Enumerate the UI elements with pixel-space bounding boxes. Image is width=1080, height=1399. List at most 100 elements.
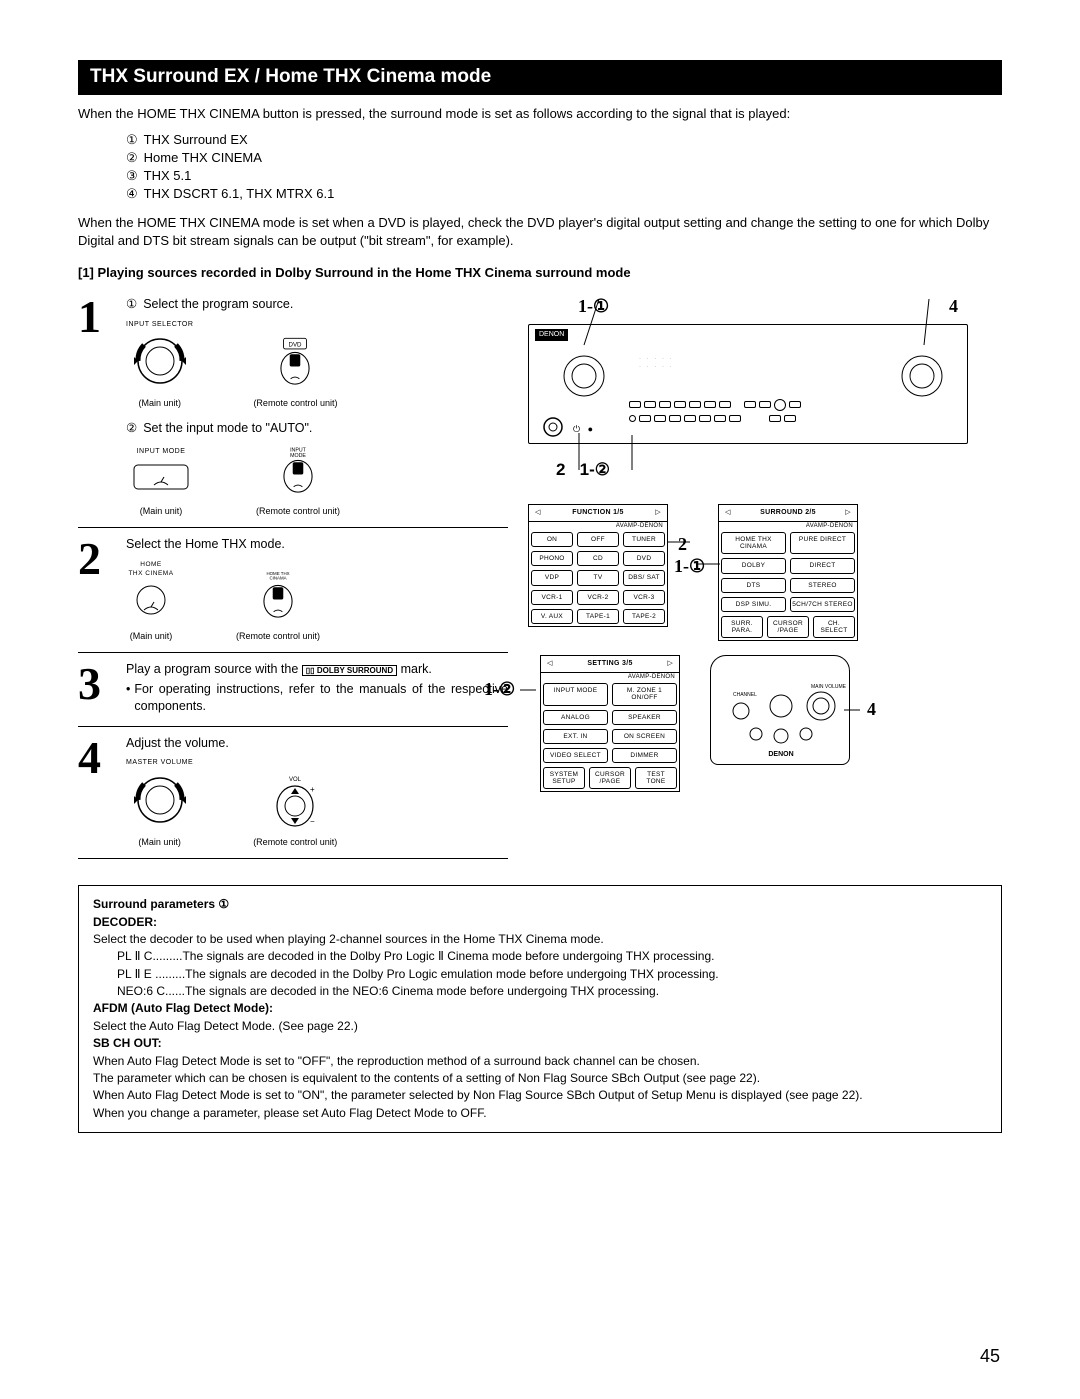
rc-btn: ON SCREEN [612,729,677,744]
step1a-text: Select the program source. [143,296,293,314]
rc-btn: SYSTEM SETUP [543,767,585,789]
svg-text:VOL: VOL [289,777,302,783]
rc-btn: TUNER [623,532,665,547]
rc-btn: DOLBY [721,558,786,573]
main-unit-cap: (Main unit) [126,397,193,410]
amplifier-diagram: DENON · · · · ·· · · · · ⏻ ● [528,324,968,444]
rc-btn: VDP [531,570,573,585]
master-volume: MASTER VOLUME (Main unit) [126,758,193,848]
mode-list: ①THX Surround EX ②Home THX CINEMA ③THX 5… [126,131,1002,204]
svg-text:DVD: DVD [289,342,303,349]
vol-remote: VOL+− (Remote control unit) [253,774,337,848]
step-2: 2 Select the Home THX mode. HOMETHX CINE… [78,536,508,653]
remote-cap4: (Remote control unit) [253,836,337,849]
step-1: 1 ① Select the program source. INPUT SELE… [78,294,508,528]
step-num-4: 4 [78,735,112,848]
params-p9: When you change a parameter, please set … [93,1105,987,1122]
params-box: Surround parameters ① DECODER: Select th… [78,885,1002,1133]
rc-btn: PHONO [531,551,573,566]
step-num-1: 1 [78,294,112,517]
svg-text:−: − [310,817,315,826]
rc-btn: SPEAKER [612,710,677,725]
params-p7: The parameter which can be chosen is equ… [93,1070,987,1087]
step-4: 4 Adjust the volume. MASTER VOLUME (Main… [78,735,508,859]
rc2-title: SURROUND 2/5 [760,508,816,518]
rc-btn: DBS/ SAT [623,570,665,585]
dolby-mark: ▯▯ DOLBY SURROUND [302,665,397,676]
steps-column: 1 ① Select the program source. INPUT SELE… [78,294,508,867]
input-mode-btn: INPUT MODE (Main unit) [126,447,196,517]
rc-btn: STEREO [790,578,855,593]
rc-btn: OFF [577,532,619,547]
rc-btn: EXT. IN [543,729,608,744]
note-text: When the HOME THX CINEMA mode is set whe… [78,214,1002,250]
svg-text:MAIN VOLUME: MAIN VOLUME [811,684,847,690]
rc-btn: CD [577,551,619,566]
step3b: mark. [401,662,432,676]
rc2-head: AVAMP-DENON [719,521,857,530]
svg-text:MODE: MODE [290,453,306,459]
rc-btn: DVD [623,551,665,566]
rc-setting-panel: ◁SETTING 3/5▷ AVAMP-DENON INPUT MODEM. Z… [540,655,680,792]
rc-btn: VCR-1 [531,590,573,605]
num-3: ③ [126,167,138,185]
remote-bottom-diagram: DENON CHANNEL MAIN VOLUME [710,655,850,765]
rc1-title: FUNCTION 1/5 [572,508,623,518]
dvd-remote-btn: DVD (Remote control unit) [253,335,337,409]
rc-btn: DIRECT [790,558,855,573]
rc-btn: 5CH/7CH STEREO [790,597,855,612]
params-h4: SB CH OUT: [93,1036,162,1050]
diagram-column: 1-① 4 DENON · · · · ·· · · · · ⏻ ● [528,294,968,867]
rc3-title: SETTING 3/5 [587,659,632,669]
step-num-3: 3 [78,661,112,716]
rc-btn: HOME THX CINAMA [721,532,786,554]
rc-btn: ANALOG [543,710,608,725]
step3c: For operating instructions, refer to the… [134,681,508,716]
rc-btn: TEST TONE [635,767,677,789]
sub-2: ② [126,420,137,438]
step-3: 3 Play a program source with the ▯▯ DOLB… [78,661,508,727]
params-p2: PL Ⅱ C.........The signals are decoded i… [117,948,987,965]
mode-2: Home THX CINEMA [144,149,262,167]
rc3-head: AVAMP-DENON [541,672,679,681]
main-unit-cap4: (Main unit) [126,836,193,849]
remote-cap: (Remote control unit) [253,397,337,410]
svg-text:CINAMA: CINAMA [269,575,286,580]
rc-btn: CH. SELECT [813,616,855,638]
params-p3: PL Ⅱ E .........The signals are decoded … [117,966,987,983]
vol-label: MASTER VOLUME [126,758,193,768]
rc-btn: DSP SIMU. [721,597,786,612]
step1b-text: Set the input mode to "AUTO". [143,420,312,438]
callout-4-bot: 4 [867,697,876,722]
rc-btn: DIMMER [612,748,677,763]
mode-3: THX 5.1 [144,167,192,185]
step2-text: Select the Home THX mode. [126,536,508,554]
rc-btn: VCR-3 [623,590,665,605]
num-4: ④ [126,185,138,203]
main-unit-cap3: (Main unit) [126,630,176,643]
rc-btn: TAPE-1 [577,609,619,624]
title-bar: THX Surround EX / Home THX Cinema mode [78,60,1002,95]
params-p4: NEO:6 C......The signals are decoded in … [117,983,987,1000]
main-unit-cap2: (Main unit) [126,505,196,518]
mode-1: THX Surround EX [144,131,248,149]
params-p1: Select the decoder to be used when playi… [93,931,987,948]
rc-btn: VIDEO SELECT [543,748,608,763]
rc-btn: ON [531,532,573,547]
rc-btn: INPUT MODE [543,683,608,705]
rc-btn: TAPE-2 [623,609,665,624]
input-mode-label: INPUT MODE [126,447,196,457]
input-selector-label: INPUT SELECTOR [126,320,193,330]
params-p8: When Auto Flag Detect Mode is set to "ON… [93,1087,987,1104]
callout-1-2: 1-② [484,677,515,702]
svg-text:CHANNEL: CHANNEL [733,692,757,698]
rc-btn: CURSOR /PAGE [767,616,809,638]
sub-1: ① [126,296,137,314]
section-head: [1] Playing sources recorded in Dolby Su… [78,264,1002,282]
rc-btn: DTS [721,578,786,593]
rc-btn: V. AUX [531,609,573,624]
rc-surround-panel: ◁SURROUND 2/5▷ AVAMP-DENON HOME THX CINA… [718,504,858,641]
step4-text: Adjust the volume. [126,735,508,753]
input-selector-knob: INPUT SELECTOR (Main unit) [126,320,193,410]
svg-text:DENON: DENON [768,751,793,758]
